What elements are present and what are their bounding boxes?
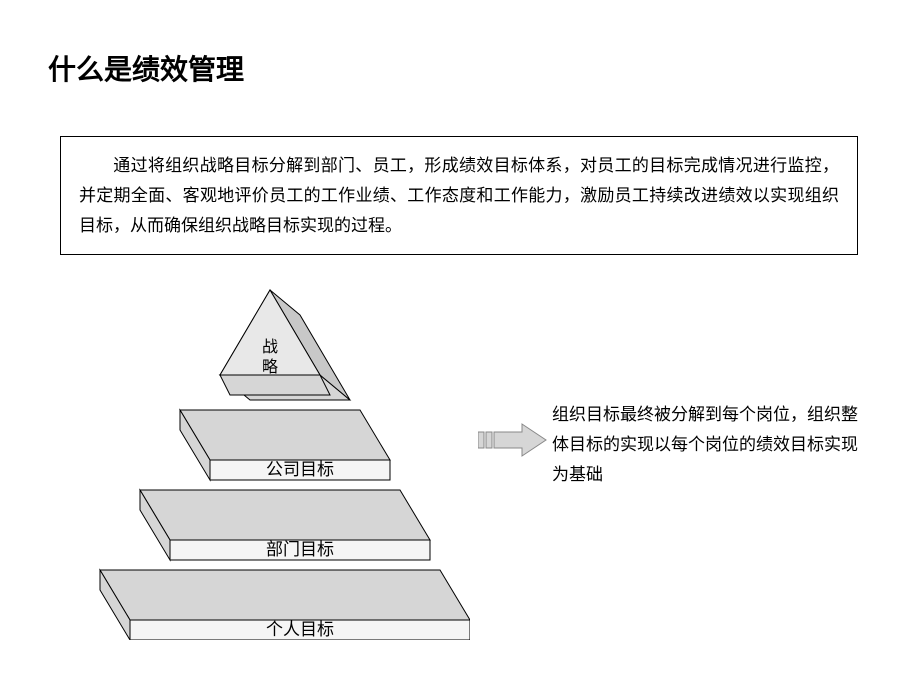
pyramid-level-3: 部门目标: [140, 490, 430, 560]
definition-text: 通过将组织战略目标分解到部门、员工，形成绩效目标体系，对员工的目标完成情况进行监…: [79, 156, 839, 235]
definition-box: 通过将组织战略目标分解到部门、员工，形成绩效目标体系，对员工的目标完成情况进行监…: [60, 136, 858, 255]
pyramid-label-2: 公司目标: [266, 460, 334, 479]
pyramid-diagram: 个人目标 部门目标 公司目标 战 略: [70, 280, 470, 640]
page-title: 什么是绩效管理: [48, 48, 244, 88]
pyramid-level-1: 战 略: [220, 290, 350, 400]
pyramid-label-3: 部门目标: [266, 540, 334, 559]
pyramid-label-1a: 战: [262, 338, 278, 356]
arrow-icon: [478, 420, 548, 460]
pyramid-level-4: 个人目标: [100, 570, 470, 640]
pyramid-label-1b: 略: [262, 358, 278, 376]
pyramid-level-2: 公司目标: [180, 410, 390, 480]
pyramid-label-4: 个人目标: [266, 620, 334, 639]
side-note: 组织目标最终被分解到每个岗位，组织整体目标的实现以每个岗位的绩效目标实现为基础: [552, 400, 862, 489]
